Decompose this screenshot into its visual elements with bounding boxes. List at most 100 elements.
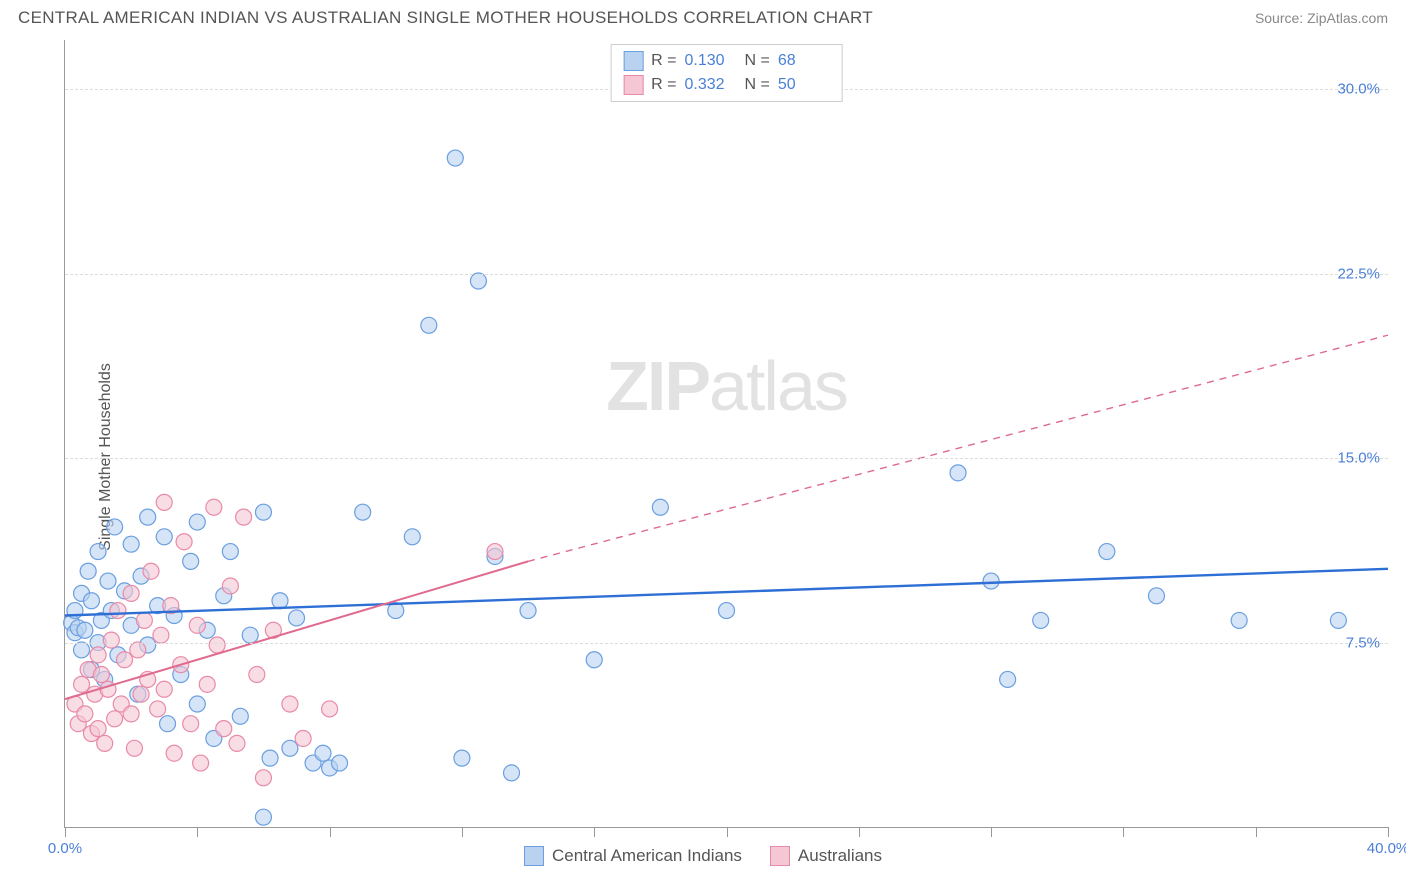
scatter-point bbox=[504, 765, 520, 781]
scatter-point bbox=[295, 730, 311, 746]
scatter-point bbox=[189, 696, 205, 712]
scatter-point bbox=[282, 696, 298, 712]
y-tick-label: 7.5% bbox=[1346, 634, 1380, 651]
scatter-point bbox=[1000, 671, 1016, 687]
x-tick bbox=[991, 827, 992, 837]
scatter-point bbox=[117, 652, 133, 668]
gridline bbox=[65, 643, 1388, 644]
scatter-point bbox=[74, 676, 90, 692]
scatter-point bbox=[255, 770, 271, 786]
scatter-point bbox=[193, 755, 209, 771]
scatter-point bbox=[229, 735, 245, 751]
n-label: N = bbox=[745, 76, 770, 94]
y-tick-label: 22.5% bbox=[1337, 265, 1380, 282]
scatter-point bbox=[315, 745, 331, 761]
scatter-point bbox=[404, 529, 420, 545]
r-value: 0.130 bbox=[685, 52, 737, 70]
scatter-point bbox=[100, 573, 116, 589]
scatter-point bbox=[110, 603, 126, 619]
correlation-legend: R = 0.130 N = 68 R = 0.332 N = 50 bbox=[610, 44, 843, 102]
legend-swatch-icon bbox=[623, 75, 643, 95]
x-tick bbox=[859, 827, 860, 837]
legend-swatch-icon bbox=[770, 846, 790, 866]
scatter-point bbox=[520, 603, 536, 619]
x-tick bbox=[1388, 827, 1389, 837]
scatter-point bbox=[199, 676, 215, 692]
n-value: 68 bbox=[778, 52, 830, 70]
scatter-point bbox=[183, 716, 199, 732]
scatter-point bbox=[77, 622, 93, 638]
x-tick-label: 0.0% bbox=[48, 840, 82, 857]
chart-area: Single Mother Households ZIPatlas R = 0.… bbox=[18, 40, 1388, 874]
scatter-point bbox=[447, 150, 463, 166]
scatter-point bbox=[123, 536, 139, 552]
scatter-point bbox=[150, 701, 166, 717]
scatter-point bbox=[332, 755, 348, 771]
x-tick bbox=[330, 827, 331, 837]
scatter-point bbox=[97, 735, 113, 751]
r-label: R = bbox=[651, 52, 676, 70]
legend-item: Australians bbox=[770, 846, 882, 866]
scatter-point bbox=[1231, 612, 1247, 628]
x-tick bbox=[594, 827, 595, 837]
scatter-point bbox=[470, 273, 486, 289]
scatter-point bbox=[242, 627, 258, 643]
scatter-point bbox=[1033, 612, 1049, 628]
scatter-point bbox=[126, 740, 142, 756]
scatter-point bbox=[123, 585, 139, 601]
scatter-point bbox=[262, 750, 278, 766]
scatter-point bbox=[156, 681, 172, 697]
r-label: R = bbox=[651, 76, 676, 94]
scatter-point bbox=[107, 711, 123, 727]
r-value: 0.332 bbox=[685, 76, 737, 94]
scatter-point bbox=[586, 652, 602, 668]
scatter-point bbox=[289, 610, 305, 626]
gridline bbox=[65, 274, 1388, 275]
scatter-point bbox=[1330, 612, 1346, 628]
scatter-point bbox=[249, 667, 265, 683]
scatter-point bbox=[282, 740, 298, 756]
legend-swatch-icon bbox=[623, 51, 643, 71]
scatter-point bbox=[93, 667, 109, 683]
x-tick-label: 40.0% bbox=[1367, 840, 1406, 857]
scatter-point bbox=[222, 544, 238, 560]
chart-header: CENTRAL AMERICAN INDIAN VS AUSTRALIAN SI… bbox=[0, 0, 1406, 32]
scatter-point bbox=[322, 701, 338, 717]
x-tick bbox=[65, 827, 66, 837]
plot-svg bbox=[65, 40, 1388, 827]
scatter-point bbox=[136, 612, 152, 628]
scatter-point bbox=[255, 504, 271, 520]
scatter-point bbox=[216, 721, 232, 737]
scatter-point bbox=[255, 809, 271, 825]
n-value: 50 bbox=[778, 76, 830, 94]
scatter-point bbox=[156, 529, 172, 545]
scatter-point bbox=[236, 509, 252, 525]
scatter-point bbox=[80, 563, 96, 579]
scatter-point bbox=[153, 627, 169, 643]
scatter-point bbox=[83, 593, 99, 609]
scatter-point bbox=[487, 544, 503, 560]
scatter-point bbox=[272, 593, 288, 609]
scatter-point bbox=[232, 708, 248, 724]
x-tick bbox=[1123, 827, 1124, 837]
series-legend: Central American Indians Australians bbox=[524, 846, 882, 866]
legend-swatch-icon bbox=[524, 846, 544, 866]
scatter-point bbox=[983, 573, 999, 589]
scatter-point bbox=[189, 617, 205, 633]
scatter-point bbox=[130, 642, 146, 658]
scatter-point bbox=[183, 553, 199, 569]
scatter-point bbox=[156, 494, 172, 510]
scatter-point bbox=[140, 509, 156, 525]
scatter-point bbox=[166, 745, 182, 761]
scatter-point bbox=[206, 499, 222, 515]
scatter-point bbox=[222, 578, 238, 594]
scatter-point bbox=[133, 686, 149, 702]
trend-line-dashed bbox=[528, 335, 1388, 561]
scatter-point bbox=[90, 647, 106, 663]
scatter-point bbox=[123, 706, 139, 722]
scatter-point bbox=[160, 716, 176, 732]
y-tick-label: 15.0% bbox=[1337, 450, 1380, 467]
scatter-point bbox=[90, 544, 106, 560]
scatter-point bbox=[950, 465, 966, 481]
gridline bbox=[65, 458, 1388, 459]
